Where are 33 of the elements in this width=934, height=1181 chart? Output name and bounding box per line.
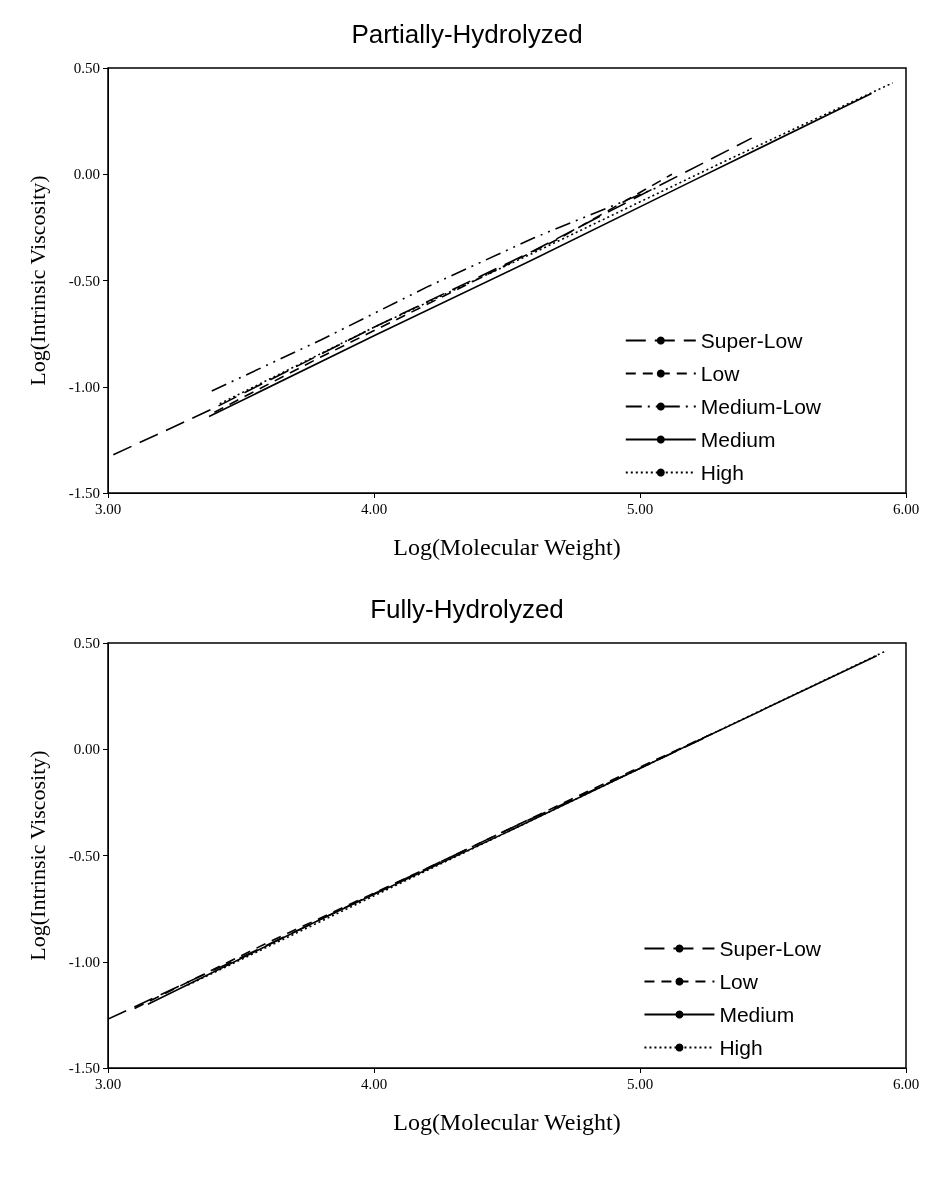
y-tick-label: 0.00 [73,166,100,183]
chart-title: Partially-Hydrolyzed [351,19,583,49]
y-tick-label: 0.00 [73,741,100,758]
legend-label: High [719,1036,763,1059]
x-tick-label: 5.00 [626,1075,654,1092]
y-axis-title: Log(Intrinsic Viscosity) [24,175,50,386]
y-tick-label: -1.00 [68,953,100,970]
legend-label: Super-Low [719,937,822,960]
legend-label: Super-Low [700,329,804,352]
y-tick-label: 0.50 [73,635,100,651]
legend-label: Medium [700,428,776,451]
y-tick-label: 0.50 [73,60,100,76]
y-axis-title: Log(Intrinsic Viscosity) [24,750,50,961]
legend-label: Low [700,362,741,385]
legend-label: High [700,461,744,484]
x-tick-label: 4.00 [360,1075,388,1092]
y-tick-label: -1.50 [68,485,100,501]
x-tick-label: 6.00 [892,1075,920,1092]
y-tick-label: -0.50 [68,272,100,289]
chart-title: Fully-Hydrolyzed [370,594,564,624]
y-tick-label: -1.00 [68,378,100,395]
x-tick-label: 4.00 [360,500,388,517]
legend-label: Low [719,970,759,993]
x-tick-label: 6.00 [892,500,920,517]
x-axis-title: Log(Molecular Weight) [393,1109,621,1135]
legend-label: Medium [719,1003,795,1026]
x-tick-label: 5.00 [626,500,654,517]
legend-label: Medium-Low [700,395,822,418]
y-tick-label: -1.50 [68,1060,100,1076]
x-axis-title: Log(Molecular Weight) [393,534,621,560]
x-tick-label: 3.00 [94,1075,122,1092]
y-tick-label: -0.50 [68,847,100,864]
x-tick-label: 3.00 [94,500,122,517]
